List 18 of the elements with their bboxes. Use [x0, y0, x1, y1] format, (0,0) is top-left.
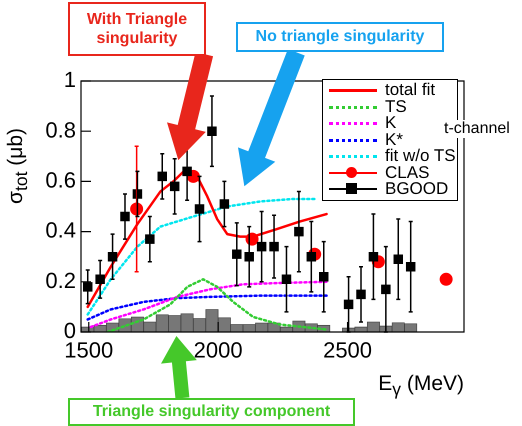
y-tick-label: 0.4	[45, 218, 76, 243]
text: Triangle singularity component	[68, 398, 355, 426]
legend-label: BGOOD	[384, 179, 450, 200]
y-tick-label: 1	[64, 67, 76, 92]
x-tick-label: 2000	[194, 337, 243, 362]
y-tick-label: 0.6	[45, 167, 76, 192]
text: No triangle singularity	[236, 22, 444, 52]
point	[440, 272, 453, 286]
line-series	[86, 198, 318, 316]
text: With Triangle singularity	[68, 2, 206, 56]
legend-label: K	[385, 113, 396, 132]
x-axis-title: E$_{γ}$ (MeV)	[378, 372, 464, 400]
legend-label: K*	[385, 130, 403, 149]
x-tick-label: 2500	[323, 337, 372, 362]
annotation: t-channel	[442, 120, 512, 138]
y-tick-label: 0.8	[45, 117, 76, 142]
line-series	[86, 294, 328, 321]
y-tick-label: 0.2	[45, 268, 76, 293]
